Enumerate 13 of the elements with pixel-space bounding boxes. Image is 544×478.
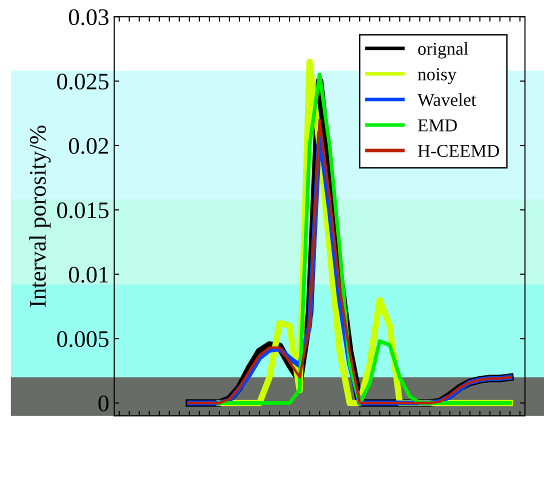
y-tick-label: 0: [98, 395, 108, 412]
legend-label: noisy: [418, 68, 456, 84]
legend-label: orignal: [418, 42, 468, 59]
y-tick-label: 0.01: [68, 266, 108, 283]
legend-label: EMD: [418, 119, 457, 132]
y-tick-label: 0.015: [57, 202, 108, 218]
y-tick-label: 0.02: [68, 138, 108, 154]
y-tick-label: 0.005: [57, 331, 108, 348]
y-tick-label: 0.03: [68, 9, 108, 26]
y-axis-title: Interval porosity/%: [29, 126, 51, 307]
legend-label: H-CEEMD: [418, 144, 499, 157]
y-tick-label: 0.025: [57, 74, 108, 90]
legend-label: Wavelet: [417, 93, 476, 106]
